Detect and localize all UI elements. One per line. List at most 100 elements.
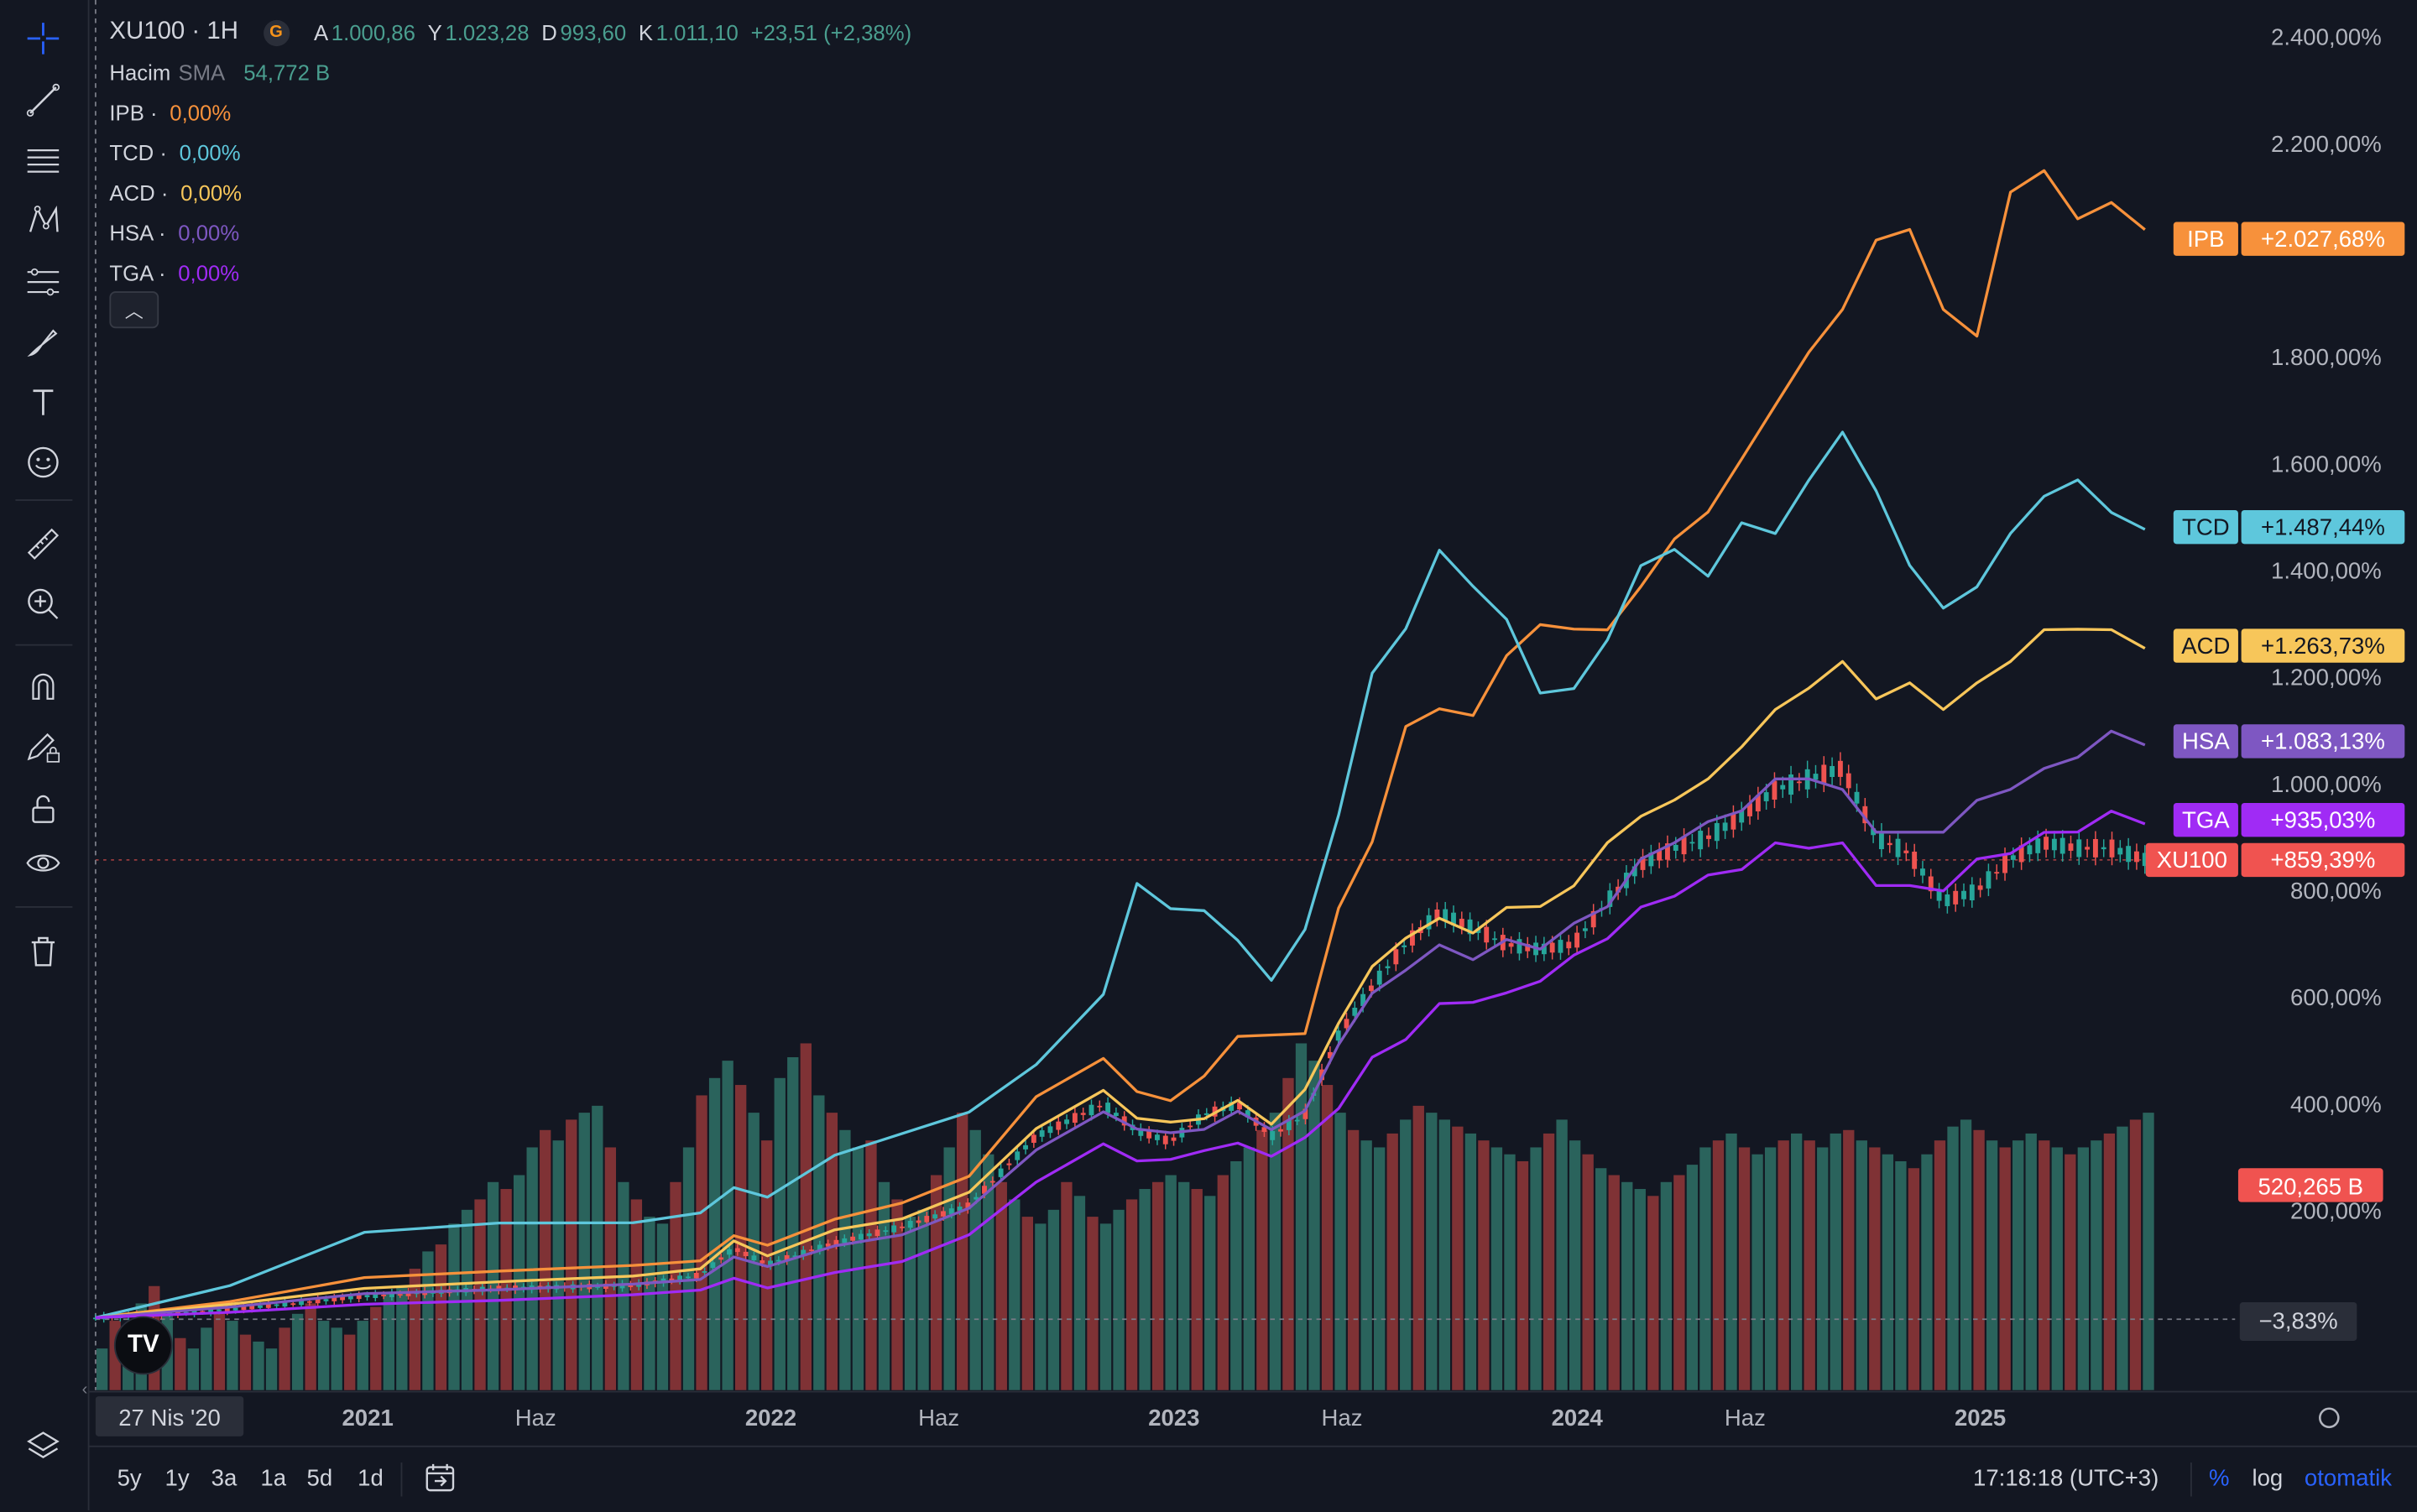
candle-body bbox=[1854, 791, 1860, 804]
magnet-icon[interactable] bbox=[15, 665, 70, 711]
volume-bar bbox=[983, 1154, 994, 1390]
range-1y[interactable]: 1y bbox=[164, 1465, 190, 1492]
trend-line-icon[interactable] bbox=[15, 77, 70, 123]
series-value-tag[interactable] bbox=[2241, 628, 2405, 663]
candle-body bbox=[809, 1249, 814, 1252]
candle-body bbox=[1574, 932, 1580, 948]
candle-body bbox=[1558, 940, 1563, 953]
series-name-tag[interactable] bbox=[2173, 222, 2238, 256]
series-name-tag[interactable] bbox=[2173, 724, 2238, 759]
emoji-icon[interactable] bbox=[15, 439, 70, 485]
compare-legend-row[interactable]: IPB · 0,00% bbox=[109, 92, 911, 133]
candle-body bbox=[727, 1249, 732, 1255]
series-line-ipb[interactable] bbox=[95, 169, 2146, 1320]
candle-body bbox=[1739, 810, 1745, 823]
series-line-acd[interactable] bbox=[95, 628, 2146, 1320]
text-icon[interactable] bbox=[15, 379, 70, 425]
range-5d[interactable]: 5d bbox=[306, 1465, 333, 1492]
price-chart[interactable]: 2.400,00% 2.200,00% 1.800,00% 1.600,00% 1.40… bbox=[0, 0, 2417, 1446]
series-name-tag[interactable] bbox=[2173, 509, 2238, 545]
candle-body bbox=[1722, 822, 1728, 832]
volume-label[interactable]: Hacim bbox=[109, 60, 171, 86]
y-tick-label: 2.400,00% bbox=[2271, 24, 2382, 50]
log-scale-toggle[interactable]: log bbox=[2252, 1465, 2284, 1492]
zoom-in-icon[interactable] bbox=[15, 581, 70, 627]
candle-body bbox=[1368, 985, 1374, 992]
volume-bar bbox=[1321, 1085, 1334, 1390]
candle-body bbox=[957, 1206, 963, 1211]
candle-body bbox=[858, 1233, 864, 1240]
collapse-sidebar-arrow-icon[interactable]: ‹ bbox=[81, 1380, 88, 1400]
lock-icon[interactable] bbox=[15, 786, 70, 832]
volume-bar bbox=[1204, 1196, 1216, 1390]
legend-collapse-button[interactable]: ︿ bbox=[109, 291, 159, 329]
volume-bar bbox=[1009, 1199, 1021, 1390]
candle-body bbox=[1508, 943, 1514, 947]
series-value-tag[interactable] bbox=[2241, 222, 2405, 256]
range-5y[interactable]: 5y bbox=[117, 1465, 142, 1492]
compare-legend-row[interactable]: ACD · 0,00% bbox=[109, 173, 911, 213]
volume-bar bbox=[1478, 1140, 1490, 1390]
candle-body bbox=[1352, 1008, 1358, 1016]
volume-bar bbox=[800, 1043, 812, 1390]
time-axis-label: Haz bbox=[1322, 1405, 1363, 1431]
time-axis-label: 2022 bbox=[745, 1405, 796, 1431]
volume-bar bbox=[1673, 1175, 1685, 1390]
layers-icon[interactable] bbox=[15, 1424, 70, 1470]
series-value-tag-text: +1.263,73% bbox=[2261, 633, 2385, 659]
horizontal-lines-icon[interactable] bbox=[15, 137, 70, 183]
series-line-tga[interactable] bbox=[95, 810, 2146, 1320]
series-name-tag[interactable] bbox=[2145, 842, 2238, 878]
volume-bar bbox=[1334, 1113, 1346, 1390]
candle-body bbox=[1294, 1119, 1300, 1122]
time-axis-crosshair-label[interactable] bbox=[95, 1396, 244, 1436]
series-value-tag[interactable] bbox=[2241, 509, 2405, 545]
series-value-tag[interactable] bbox=[2241, 802, 2405, 837]
series-name-tag[interactable] bbox=[2173, 802, 2238, 837]
candle-body bbox=[232, 1307, 238, 1311]
trash-icon[interactable] bbox=[15, 928, 70, 974]
tradingview-logo[interactable]: TV bbox=[113, 1316, 173, 1375]
settings-gear-icon[interactable] bbox=[2319, 1407, 2340, 1429]
volume-bar bbox=[1530, 1147, 1542, 1390]
range-1d[interactable]: 1d bbox=[358, 1465, 384, 1492]
baseline-value-tag[interactable] bbox=[2239, 1302, 2357, 1341]
brush-icon[interactable] bbox=[15, 319, 70, 365]
volume-bar bbox=[1452, 1126, 1464, 1390]
pattern-icon[interactable] bbox=[15, 197, 70, 243]
volume-bar bbox=[2025, 1133, 2037, 1390]
symbol-title[interactable]: XU100 · 1H bbox=[109, 18, 238, 45]
series-line-hsa[interactable] bbox=[95, 729, 2146, 1320]
series-line-tcd[interactable] bbox=[95, 430, 2146, 1320]
ruler-icon[interactable] bbox=[15, 521, 70, 567]
range-3a[interactable]: 3a bbox=[211, 1465, 238, 1492]
compare-legend-row[interactable]: TCD · 0,00% bbox=[109, 133, 911, 173]
series-value-tag[interactable] bbox=[2241, 842, 2405, 878]
candle-body bbox=[1459, 918, 1464, 927]
volume-bar bbox=[1061, 1181, 1073, 1390]
candle-body bbox=[2101, 847, 2106, 850]
eye-icon[interactable] bbox=[15, 840, 70, 886]
volume-bar bbox=[774, 1077, 786, 1390]
series-value-tag[interactable] bbox=[2241, 724, 2405, 759]
ohlc-key: D bbox=[541, 19, 557, 45]
volume-bar bbox=[1817, 1147, 1829, 1390]
clock-readout[interactable]: 17:18:18 (UTC+3) bbox=[1973, 1465, 2159, 1492]
volume-bar bbox=[1386, 1133, 1398, 1390]
range-1a[interactable]: 1a bbox=[260, 1465, 287, 1492]
volume-value-tag[interactable] bbox=[2237, 1168, 2383, 1202]
compare-legend-row[interactable]: TGA · 0,00% bbox=[109, 253, 911, 293]
lock-pencil-icon[interactable] bbox=[15, 724, 70, 770]
auto-scale-toggle[interactable]: otomatik bbox=[2304, 1465, 2393, 1492]
volume-bar bbox=[513, 1175, 525, 1390]
compare-value: 0,00% bbox=[170, 100, 232, 125]
candle-body bbox=[2068, 843, 2074, 851]
volume-bar bbox=[1999, 1147, 2011, 1390]
crosshair-icon[interactable] bbox=[15, 15, 70, 61]
candle-body bbox=[710, 1262, 716, 1269]
compare-legend-row[interactable]: HSA · 0,00% bbox=[109, 212, 911, 253]
percent-scale-toggle[interactable]: % bbox=[2209, 1465, 2230, 1492]
goto-date-icon[interactable] bbox=[424, 1461, 457, 1501]
fib-icon[interactable] bbox=[15, 259, 70, 305]
series-name-tag[interactable] bbox=[2173, 628, 2238, 663]
